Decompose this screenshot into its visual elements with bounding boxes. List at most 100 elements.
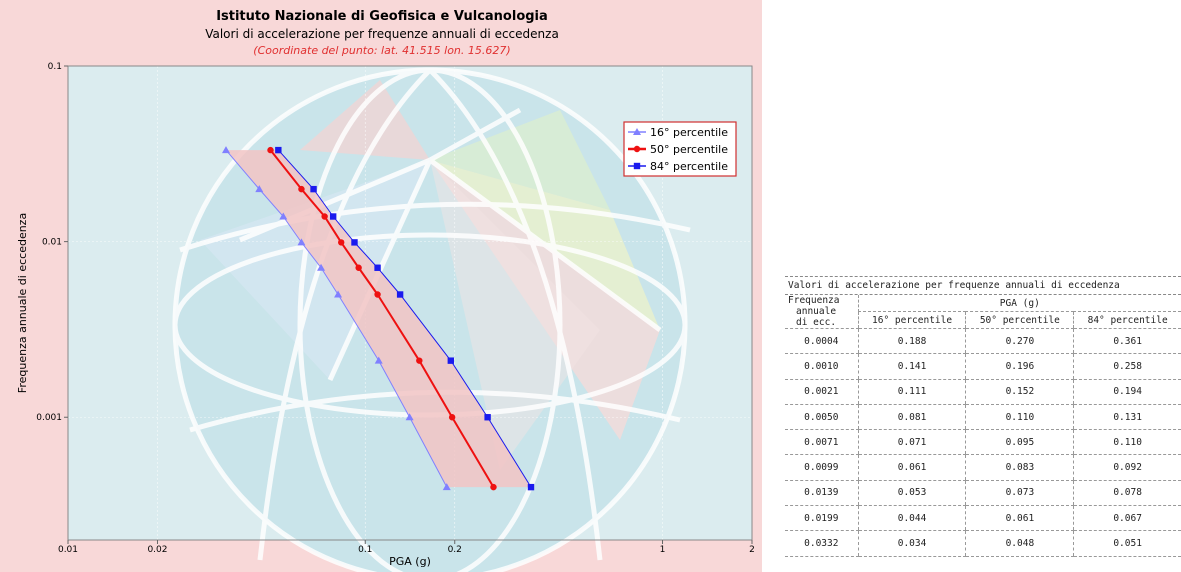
table-row: 0.0139 0.053 0.073 0.078 [785, 480, 1181, 507]
series-84percentile [275, 146, 535, 491]
table-cell-p16: 0.081 [857, 404, 966, 431]
table-row: 0.0071 0.071 0.095 0.110 [785, 429, 1181, 456]
table-cell-p16: 0.188 [857, 328, 966, 355]
table-cell-p84: 0.067 [1073, 505, 1181, 532]
y-tick-label: 0.1 [48, 62, 62, 72]
data-point [317, 263, 326, 271]
legend-marker [633, 145, 641, 153]
table-cell-p84: 0.078 [1073, 480, 1181, 507]
data-point [396, 291, 404, 298]
table-cell-frequency: 0.0050 [785, 404, 859, 431]
chart-legend: 16° percentile 50° percentile 84° percenti… [623, 121, 737, 177]
y-tick-label: 0.001 [36, 413, 62, 423]
table-cell-p16: 0.044 [857, 505, 966, 532]
table-row: 0.0050 0.081 0.110 0.131 [785, 404, 1181, 431]
table-row: 0.0004 0.188 0.270 0.361 [785, 328, 1181, 355]
table-cell-p50: 0.095 [965, 429, 1074, 456]
legend-marker [633, 162, 641, 170]
table-header-frequency-line: di ecc. [796, 317, 837, 328]
table-cell-frequency: 0.0004 [785, 328, 859, 355]
data-point [374, 356, 383, 364]
table-cell-frequency: 0.0021 [785, 379, 859, 405]
data-point [447, 357, 455, 364]
table-row: 0.0010 0.141 0.196 0.258 [785, 353, 1181, 380]
data-point [484, 414, 491, 421]
data-point [527, 483, 535, 491]
table-cell-p50: 0.061 [965, 505, 1074, 532]
data-point [279, 212, 288, 220]
ingv-globe-watermark [172, 67, 691, 572]
chart-title: Istituto Nazionale di Geofisica e Vulcan… [216, 9, 548, 24]
table-cell-p16: 0.071 [857, 429, 966, 456]
table-cell-frequency: 0.0010 [785, 353, 859, 380]
table-cell-p50: 0.073 [965, 480, 1074, 507]
pga-table: Frequenza annuale di ecc. PGA (g) 16° pe… [785, 295, 1181, 557]
table-cell-p16: 0.061 [857, 454, 966, 481]
table-header-pga: PGA (g) [857, 295, 1181, 312]
legend-label: 84° percentile [650, 160, 728, 173]
legend-label: 50° percentile [650, 143, 728, 156]
series-50percentile [267, 146, 497, 491]
x-tick-label: 0.02 [147, 545, 167, 555]
data-point [310, 185, 317, 193]
table-cell-p84: 0.194 [1073, 379, 1181, 405]
table-cell-p16: 0.111 [857, 379, 966, 405]
data-point [298, 185, 305, 193]
series-16percentile [221, 146, 451, 491]
data-point [275, 146, 282, 154]
x-tick-label: 0.2 [448, 545, 462, 555]
table-header-frequency-line: Frequenza [788, 295, 840, 306]
table-cell-p50: 0.083 [965, 454, 1074, 481]
table-header-frequency: Frequenza annuale di ecc. [785, 295, 859, 329]
table-title: Valori di accelerazione per frequenze an… [785, 276, 1181, 295]
data-point [448, 414, 456, 421]
legend-label: 16° percentile [650, 126, 728, 139]
table-row: 0.0199 0.044 0.061 0.067 [785, 505, 1181, 532]
data-point [221, 146, 230, 154]
percentile-band [225, 150, 531, 488]
y-axis-ticks: 0.001 0.01 0.1 [36, 62, 68, 423]
table-header-p84: 84° percentile [1073, 311, 1181, 329]
x-axis-ticks: 0.01 0.02 0.1 0.2 1 2 [58, 540, 755, 555]
data-point [442, 483, 451, 491]
data-point [405, 413, 414, 421]
data-point [374, 291, 381, 298]
table-cell-frequency: 0.0139 [785, 480, 859, 507]
data-point [416, 357, 423, 364]
table-cell-p84: 0.051 [1073, 530, 1181, 557]
data-point [329, 213, 337, 220]
x-axis-label: PGA (g) [389, 555, 431, 568]
x-tick-label: 0.01 [58, 545, 78, 555]
table-cell-frequency: 0.0071 [785, 429, 859, 456]
table-row: 0.0021 0.111 0.152 0.194 [785, 379, 1181, 405]
x-tick-label: 1 [660, 545, 666, 555]
chart-series [221, 146, 535, 491]
data-point [355, 264, 362, 271]
table-cell-p50: 0.152 [965, 379, 1074, 405]
table-cell-p50: 0.048 [965, 530, 1074, 557]
chart-subtitle: Valori di accelerazione per frequenze an… [205, 27, 559, 41]
table-cell-frequency: 0.0199 [785, 505, 859, 532]
table-row: 0.0099 0.061 0.083 0.092 [785, 454, 1181, 481]
legend-marker [633, 128, 641, 135]
table-cell-p50: 0.196 [965, 353, 1074, 380]
table-cell-p50: 0.110 [965, 404, 1074, 431]
x-tick-label: 0.1 [358, 545, 372, 555]
hazard-chart-panel: Istituto Nazionale di Geofisica e Vulcan… [0, 0, 762, 572]
data-point [374, 264, 381, 271]
plot-border [67, 65, 753, 541]
y-axis-label: Frequenza annuale di eccedenza [16, 213, 29, 393]
data-point [334, 290, 343, 298]
table-row: 0.0332 0.034 0.048 0.051 [785, 530, 1181, 557]
table-header-p16: 16° percentile [857, 311, 966, 329]
pga-table-panel: Valori di accelerazione per frequenze an… [785, 276, 1181, 557]
x-tick-label: 2 [749, 545, 755, 555]
table-cell-p84: 0.092 [1073, 454, 1181, 481]
table-cell-p84: 0.361 [1073, 328, 1181, 355]
table-header-p50: 50° percentile [965, 311, 1074, 329]
table-header-frequency-line: annuale [796, 306, 837, 317]
data-point [267, 146, 274, 154]
table-cell-p16: 0.034 [857, 530, 966, 557]
data-point [490, 483, 497, 491]
data-point [338, 239, 345, 246]
